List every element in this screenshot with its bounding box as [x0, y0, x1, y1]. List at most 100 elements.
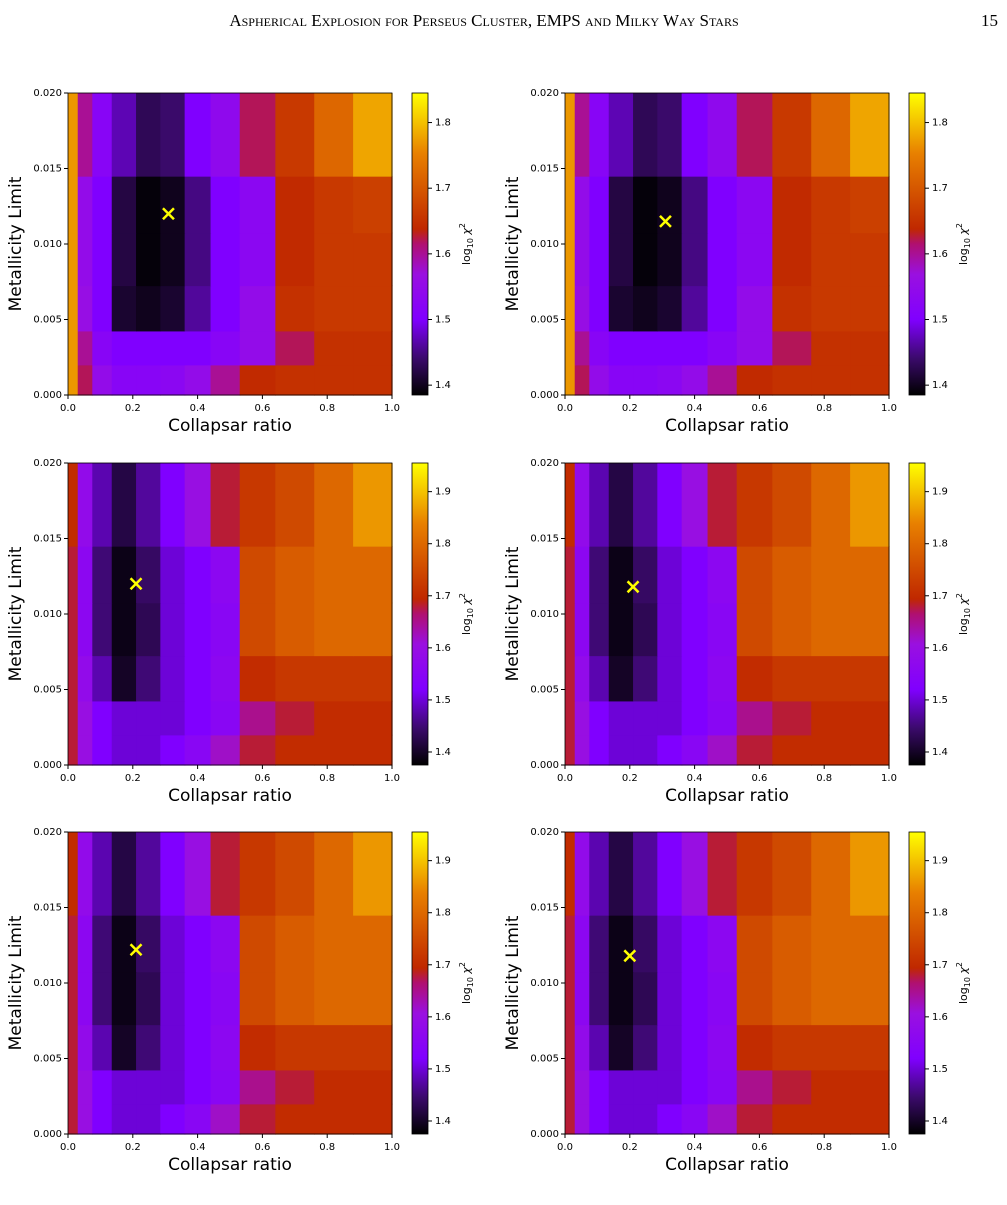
- heatmap-cell: [707, 832, 738, 916]
- x-tick-label: 0.4: [190, 773, 206, 784]
- heatmap-cell: [239, 93, 276, 177]
- label-part: 2: [955, 223, 964, 228]
- label-part: 2: [458, 593, 467, 598]
- heatmap-cell: [77, 364, 93, 396]
- heatmap-cell: [850, 832, 890, 916]
- heatmap-cell: [68, 1024, 79, 1071]
- heatmap-panel: 0.0 0.2 0.4 0.6 0.8 1.0 0.000 0.005 0.010 0.015 0.…: [503, 458, 972, 806]
- heatmap-cell: [811, 546, 851, 604]
- heatmap-cell: [589, 971, 610, 1026]
- heatmap-cell: [707, 1024, 738, 1071]
- y-tick-label: 0.000: [33, 760, 62, 771]
- heatmap-cell: [707, 463, 738, 547]
- heatmap-cell: [136, 734, 161, 766]
- heatmap-cell: [275, 734, 315, 766]
- heatmap-cell: [565, 176, 576, 234]
- colorbar-tick-label: 1.5: [435, 1064, 451, 1075]
- heatmap-cell: [811, 1103, 851, 1135]
- heatmap-cell: [681, 93, 709, 177]
- y-tick-label: 0.000: [530, 390, 559, 401]
- label-part: log: [957, 987, 970, 1004]
- heatmap-cell: [239, 700, 276, 736]
- heatmap-cell: [160, 176, 186, 234]
- x-tick-label: 0.0: [557, 773, 573, 784]
- colorbar-tick-label: 1.4: [932, 380, 948, 391]
- heatmap-cell: [772, 546, 812, 604]
- heatmap-cell: [811, 232, 851, 287]
- heatmap-cell: [608, 971, 634, 1026]
- heatmap-cell: [633, 832, 658, 916]
- heatmap-cell: [574, 364, 590, 396]
- heatmap-cell: [210, 1024, 241, 1071]
- heatmap-cell: [111, 93, 137, 177]
- heatmap-cell: [210, 364, 241, 396]
- heatmap-cell: [574, 546, 590, 604]
- heatmap-cell: [111, 330, 137, 366]
- page-number: 15: [981, 11, 998, 30]
- heatmap-cell: [210, 734, 241, 766]
- heatmap-cell: [589, 602, 610, 657]
- heatmap-cell: [210, 971, 241, 1026]
- y-tick-label: 0.020: [33, 88, 62, 99]
- heatmap-cell: [681, 602, 709, 657]
- heatmap-cell: [275, 546, 315, 604]
- heatmap-cell: [353, 463, 393, 547]
- heatmap-cell: [772, 1069, 812, 1105]
- heatmap-cell: [657, 700, 683, 736]
- heatmap-cell: [275, 915, 315, 973]
- heatmap-cell: [608, 232, 634, 287]
- heatmap-cell: [353, 602, 393, 657]
- heatmap-cell: [657, 1103, 683, 1135]
- heatmap-cell: [68, 655, 79, 702]
- y-tick-label: 0.015: [33, 164, 62, 175]
- colorbar-tick-label: 1.7: [435, 591, 451, 602]
- heatmap-cell: [657, 602, 683, 657]
- heatmap-cell: [210, 915, 241, 973]
- y-tick-label: 0.000: [33, 1129, 62, 1140]
- heatmap-cell: [184, 330, 212, 366]
- heatmap-cell: [633, 602, 658, 657]
- x-tick-label: 0.0: [557, 1142, 573, 1153]
- colorbar-tick-label: 1.8: [932, 539, 948, 550]
- x-axis-label: Collapsar ratio: [168, 786, 292, 806]
- y-axis-label: Metallicity Limit: [6, 176, 26, 311]
- y-tick-label: 0.005: [33, 1054, 62, 1065]
- heatmap-cell: [574, 1069, 590, 1105]
- heatmap-cell: [184, 734, 212, 766]
- heatmap-cell: [657, 93, 683, 177]
- heatmap-cell: [589, 176, 610, 234]
- y-tick-label: 0.015: [33, 903, 62, 914]
- colorbar-tick-label: 1.9: [435, 487, 451, 498]
- heatmap-cell: [353, 330, 393, 366]
- x-tick-label: 0.6: [751, 773, 767, 784]
- colorbar: [411, 831, 429, 1135]
- heatmap-cell: [111, 734, 137, 766]
- heatmap-cell: [736, 734, 773, 766]
- heatmap-cell: [184, 1103, 212, 1135]
- heatmap-cell: [772, 93, 812, 177]
- x-tick-label: 1.0: [881, 773, 897, 784]
- label-part: 10: [963, 977, 972, 987]
- heatmap-cell: [111, 832, 137, 916]
- heatmap-cell: [92, 463, 113, 547]
- colorbar-tick-label: 1.5: [435, 315, 451, 326]
- heatmap-cell: [111, 463, 137, 547]
- heatmap-cell: [736, 330, 773, 366]
- heatmap-cell: [184, 655, 212, 702]
- y-tick-label: 0.010: [530, 609, 559, 620]
- heatmap-cell: [657, 832, 683, 916]
- heatmap-cell: [608, 463, 634, 547]
- heatmap-cell: [681, 971, 709, 1026]
- heatmap-cell: [314, 1103, 354, 1135]
- heatmap-cell: [772, 734, 812, 766]
- heatmap-cell: [736, 93, 773, 177]
- heatmap-cell: [681, 330, 709, 366]
- heatmap-cell: [657, 546, 683, 604]
- heatmap-cell: [314, 832, 354, 916]
- heatmap-cell: [589, 700, 610, 736]
- heatmap-cell: [633, 700, 658, 736]
- heatmap-cell: [136, 700, 161, 736]
- x-tick-label: 0.8: [319, 1142, 335, 1153]
- heatmap-cell: [707, 176, 738, 234]
- y-tick-label: 0.000: [530, 760, 559, 771]
